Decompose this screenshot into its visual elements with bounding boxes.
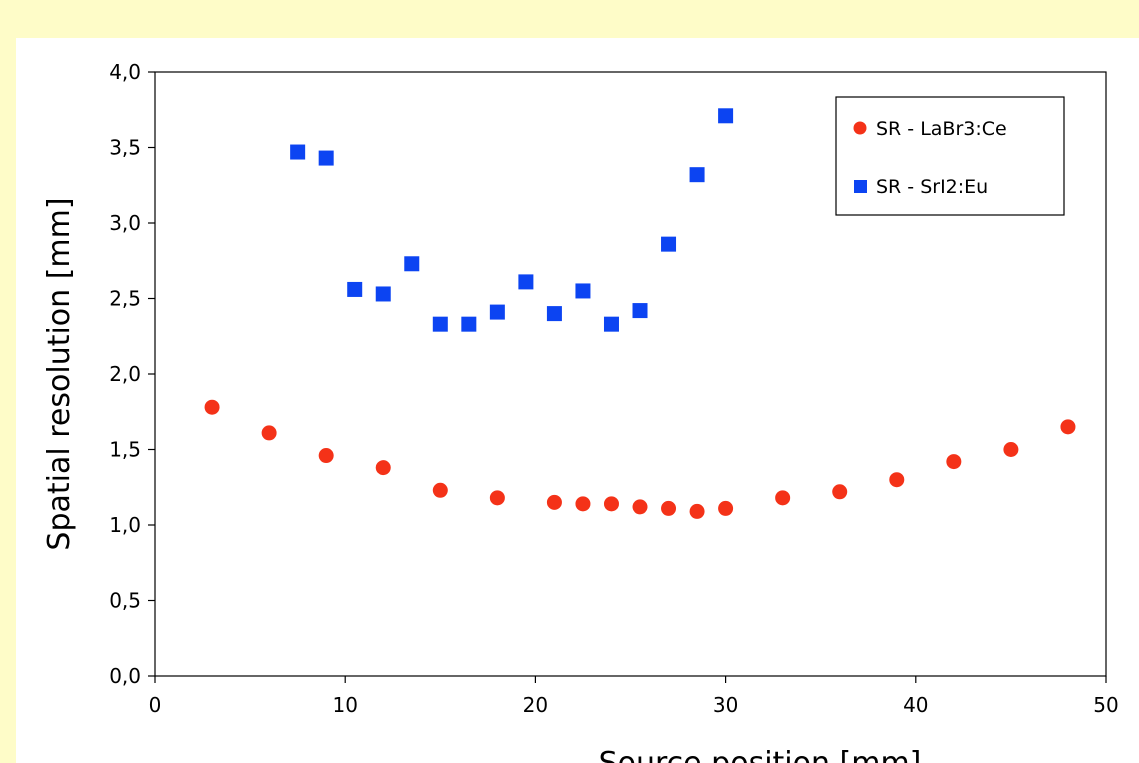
data-point-labr3	[432, 482, 448, 498]
data-point-labr3	[632, 499, 648, 515]
data-point-sri2	[603, 316, 619, 332]
data-point-labr3	[603, 496, 619, 512]
y-tick-label: 1,0	[109, 513, 141, 537]
y-tick-label: 3,5	[109, 136, 141, 160]
data-point-labr3	[689, 503, 705, 519]
data-point-labr3	[575, 496, 591, 512]
x-tick-label: 40	[903, 693, 928, 717]
legend: SR - LaBr3:Ce SR - SrI2:Eu	[835, 96, 1065, 216]
data-point-labr3	[661, 500, 677, 516]
x-tick-label: 0	[149, 693, 162, 717]
data-point-labr3	[889, 472, 905, 488]
data-point-sri2	[432, 316, 448, 332]
legend-square-marker	[854, 180, 867, 193]
data-point-sri2	[347, 281, 363, 297]
data-point-sri2	[546, 306, 562, 322]
data-point-labr3	[375, 460, 391, 476]
data-point-sri2	[718, 108, 734, 124]
data-point-labr3	[546, 494, 562, 510]
data-point-labr3	[489, 490, 505, 506]
y-tick-label: 1,5	[109, 438, 141, 462]
y-tick-label: 4,0	[109, 60, 141, 84]
data-point-sri2	[290, 144, 306, 160]
data-point-labr3	[718, 500, 734, 516]
data-point-labr3	[318, 448, 334, 464]
x-tick-label: 50	[1093, 693, 1118, 717]
y-tick-label: 0,5	[109, 589, 141, 613]
data-point-labr3	[775, 490, 791, 506]
legend-circle-marker	[853, 121, 867, 135]
y-tick-label: 3,0	[109, 211, 141, 235]
data-point-labr3	[1060, 419, 1076, 435]
legend-label-sri2: SR - SrI2:Eu	[876, 176, 988, 198]
x-axis-title: Source position [mm]	[599, 746, 922, 763]
data-point-sri2	[489, 304, 505, 320]
x-tick-label: 30	[713, 693, 738, 717]
y-tick-label: 2,0	[109, 362, 141, 386]
data-point-sri2	[661, 236, 677, 252]
data-point-labr3	[1003, 442, 1019, 457]
data-point-sri2	[404, 256, 420, 272]
data-point-sri2	[318, 150, 334, 166]
data-point-sri2	[575, 283, 591, 299]
data-point-labr3	[261, 425, 277, 441]
data-point-sri2	[461, 316, 477, 332]
y-tick-label: 2,5	[109, 287, 141, 311]
x-tick-label: 20	[523, 693, 548, 717]
data-point-sri2	[632, 303, 648, 319]
x-axis: 0 10 20 30 40 50	[149, 676, 1119, 717]
data-point-sri2	[518, 274, 534, 290]
data-point-sri2	[689, 167, 705, 183]
x-tick-label: 10	[332, 693, 357, 717]
series-layer	[204, 108, 1076, 519]
legend-label-labr3: SR - LaBr3:Ce	[876, 118, 1007, 140]
data-point-labr3	[946, 454, 962, 470]
legend-box	[835, 96, 1065, 216]
y-axis: 0,0 0,5 1,0 1,5 2,0 2,5 3,0 3,5 4,0	[109, 60, 155, 688]
y-tick-label: 0,0	[109, 664, 141, 688]
data-point-labr3	[204, 399, 220, 415]
data-point-sri2	[375, 286, 391, 302]
y-axis-title: Spatial resolution [mm]	[42, 197, 77, 550]
data-point-labr3	[832, 484, 848, 500]
